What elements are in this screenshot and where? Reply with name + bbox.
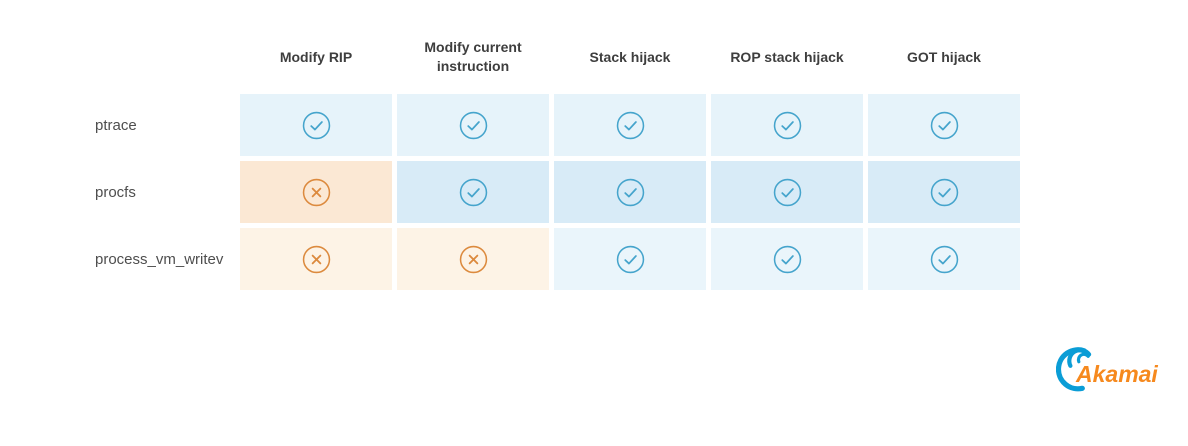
check-icon (930, 111, 958, 139)
matrix-cell-check (868, 161, 1020, 223)
column-header-2: Modify current instruction (424, 39, 522, 74)
check-icon (773, 178, 801, 206)
check-icon (616, 178, 644, 206)
matrix-cell-check (711, 228, 863, 290)
comparison-matrix: ptrace procfs process_vm_writev (95, 94, 1020, 290)
matrix-cell-cross (240, 161, 392, 223)
column-header-4: ROP stack hijack (730, 48, 844, 65)
akamai-logo: Akamai (1056, 343, 1166, 393)
matrix-cell-check (868, 228, 1020, 290)
matrix-cell-check (554, 161, 706, 223)
check-icon (930, 245, 958, 273)
check-icon (773, 111, 801, 139)
matrix-cell-cross (240, 228, 392, 290)
column-headers: Modify RIP Modify current instruction Stac… (240, 32, 1020, 82)
cross-icon (302, 245, 330, 273)
check-icon (302, 111, 330, 139)
matrix-cell-check (554, 228, 706, 290)
check-icon (773, 245, 801, 273)
akamai-wave-icon: Akamai (1056, 347, 1158, 392)
column-header-3: Stack hijack (589, 48, 671, 65)
row-label: procfs (95, 161, 235, 223)
check-icon (459, 111, 487, 139)
matrix-cell-check (397, 94, 549, 156)
cross-icon (459, 245, 487, 273)
column-header-1: Modify RIP (279, 48, 353, 65)
matrix-cell-check (868, 94, 1020, 156)
matrix-cell-check (397, 161, 549, 223)
matrix-cell-check (240, 94, 392, 156)
matrix-cell-check (711, 94, 863, 156)
check-icon (459, 178, 487, 206)
matrix-cell-cross (397, 228, 549, 290)
column-header-5: GOT hijack (907, 48, 981, 65)
check-icon (616, 245, 644, 273)
row-label: ptrace (95, 94, 235, 156)
check-icon (616, 111, 644, 139)
matrix-cell-check (711, 161, 863, 223)
matrix-cell-check (554, 94, 706, 156)
check-icon (930, 178, 958, 206)
akamai-wordmark: Akamai (1075, 361, 1158, 387)
cross-icon (302, 178, 330, 206)
row-label: process_vm_writev (95, 228, 235, 290)
